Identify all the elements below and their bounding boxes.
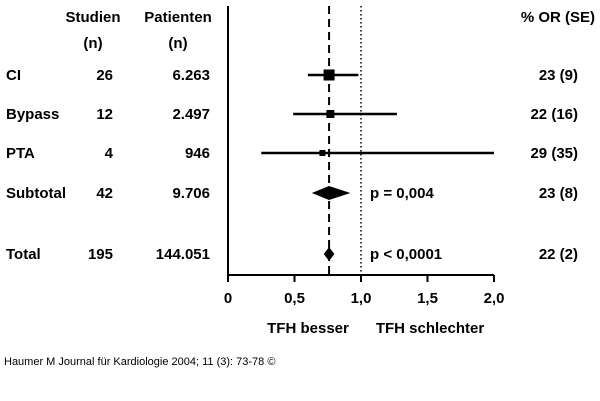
row-label: Subtotal	[6, 185, 66, 202]
x-tick-label: 1,5	[417, 290, 438, 307]
citation: Haumer M Journal für Kardiologie 2004; 1…	[4, 356, 276, 368]
row-label: Total	[6, 246, 41, 263]
x-tick-label: 0,5	[284, 290, 305, 307]
x-axis-label-left: TFH besser	[267, 320, 349, 337]
row-patients: 9.706	[172, 185, 210, 202]
row-studies: 195	[88, 246, 113, 263]
row-studies: 12	[96, 106, 113, 123]
row-weight-or: 22 (2)	[539, 246, 578, 263]
row-studies: 42	[96, 185, 113, 202]
header-patients-1: Patienten	[144, 9, 212, 26]
point-estimate-square	[323, 69, 335, 81]
header-studies-2: (n)	[83, 35, 102, 52]
header-weight-or: % OR (SE)	[521, 9, 595, 26]
x-tick-label: 2,0	[484, 290, 505, 307]
row-label: CI	[6, 67, 21, 84]
row-p-value: p < 0,0001	[370, 246, 442, 263]
summary-diamond	[323, 247, 335, 261]
summary-diamond	[311, 186, 351, 200]
row-weight-or: 22 (16)	[530, 106, 578, 123]
header-patients-2: (n)	[168, 35, 187, 52]
row-label: Bypass	[6, 106, 59, 123]
row-weight-or: 29 (35)	[530, 145, 578, 162]
row-studies: 26	[96, 67, 113, 84]
row-weight-or: 23 (9)	[539, 67, 578, 84]
x-tick-label: 1,0	[351, 290, 372, 307]
row-patients: 2.497	[172, 106, 210, 123]
row-patients: 144.051	[156, 246, 210, 263]
row-weight-or: 23 (8)	[539, 185, 578, 202]
row-p-value: p = 0,004	[370, 185, 434, 202]
row-patients: 946	[185, 145, 210, 162]
point-estimate-square	[319, 150, 326, 156]
row-studies: 4	[105, 145, 114, 162]
x-tick-label: 0	[224, 290, 232, 307]
header-studies-1: Studien	[66, 9, 121, 26]
row-label: PTA	[6, 145, 35, 162]
x-axis-label-right: TFH schlechter	[376, 320, 485, 337]
point-estimate-square	[326, 110, 335, 118]
row-patients: 6.263	[172, 67, 210, 84]
forest-plot: Studien (n) Patienten (n) % OR (SE) CI 26…	[6, 6, 595, 337]
